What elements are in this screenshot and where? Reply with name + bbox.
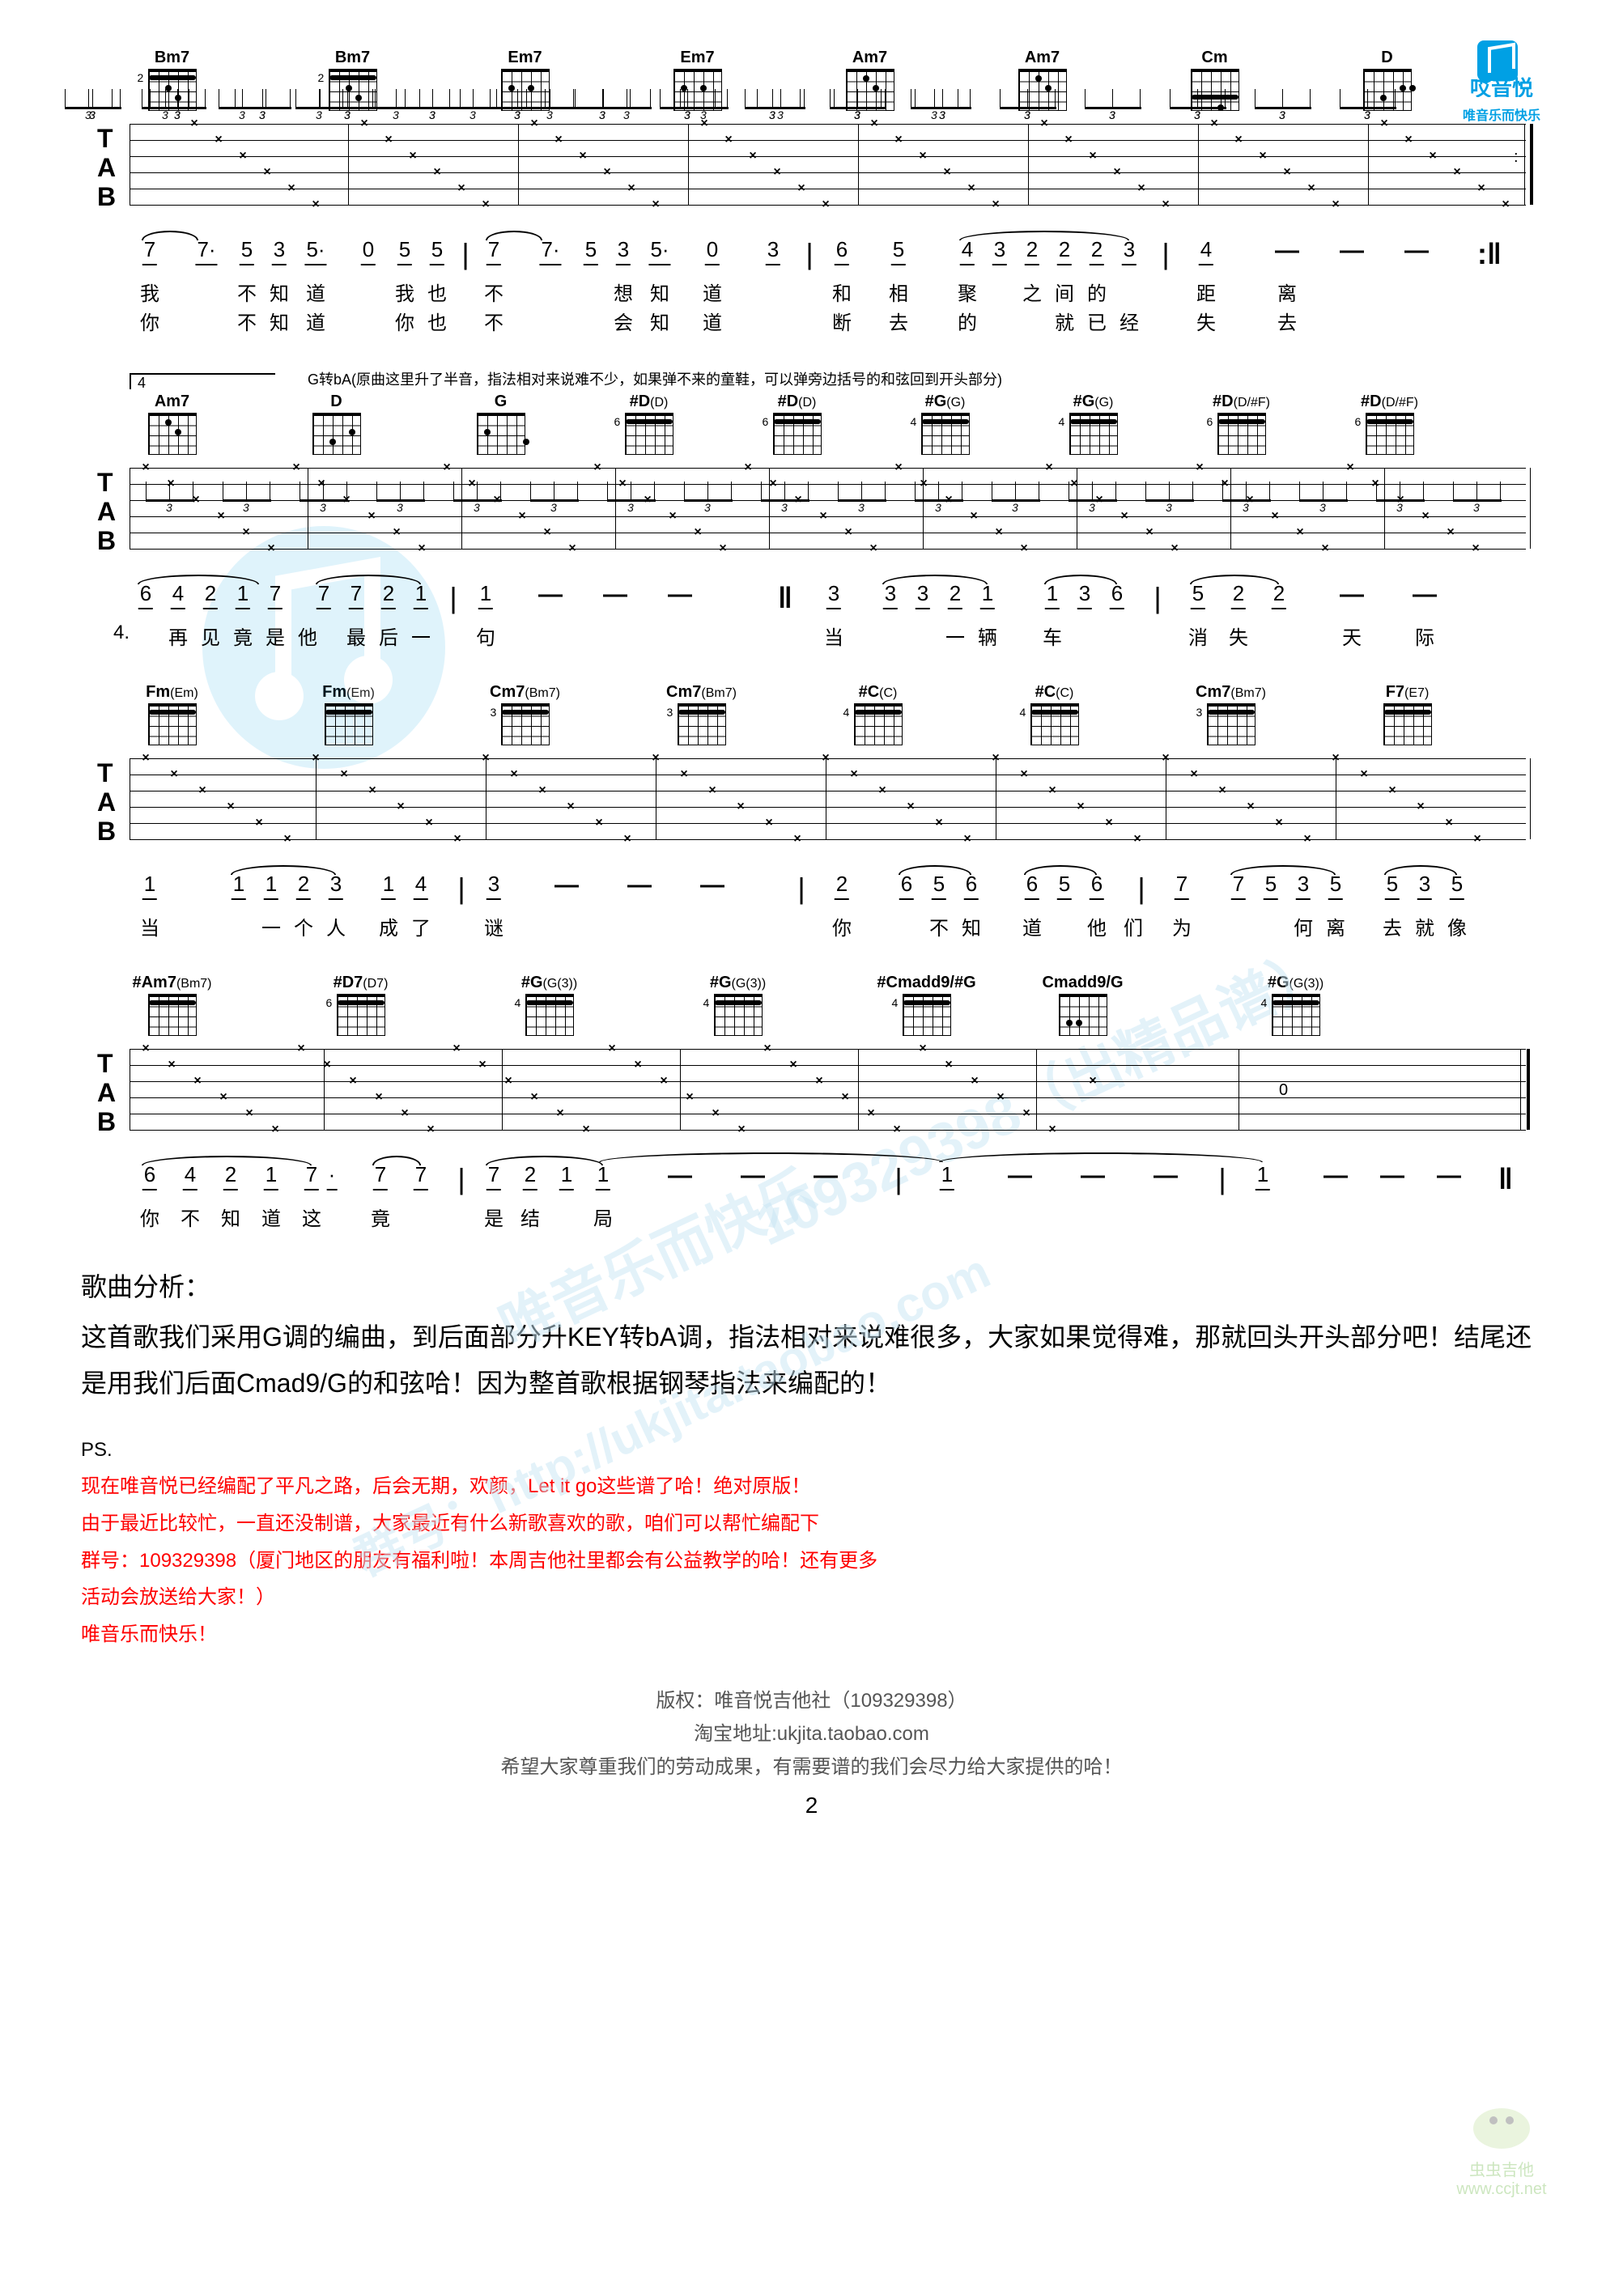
chord-name: Em7 xyxy=(680,49,714,67)
ps-line: 由于最近比较忙，一直还没制谱，大家最近有什么新歌喜欢的歌，咱们可以帮忙编配下 xyxy=(81,1505,1542,1543)
tab-system-2: 4 Am7 D G #D(D)6 #D(D)6 #G(G)4 #G(G)4 #D… xyxy=(81,393,1542,651)
footer: 版权：唯音悦吉他社（109329398） 淘宝地址:ukjita.taobao.… xyxy=(81,1685,1542,1784)
ps-line: 活动会放送给大家！） xyxy=(81,1579,1542,1616)
chord-name: Bm7 xyxy=(155,49,189,67)
chord-name: Am7 xyxy=(1025,49,1060,67)
chord-name: Cm xyxy=(1201,49,1227,67)
ps-label: PS. xyxy=(81,1432,1542,1469)
analysis-title: 歌曲分析： xyxy=(81,1264,1542,1311)
postscript: PS. 现在唯音悦已经编配了平凡之路，后会无期，欢颜，Let it go这些谱了… xyxy=(81,1432,1542,1653)
chord-name: Em7 xyxy=(508,49,542,67)
analysis-body: 这首歌我们采用G调的编曲，到后面部分升KEY转bA调，指法相对来说难很多，大家如… xyxy=(81,1314,1542,1407)
logo-icon: 哎音悦 xyxy=(1453,32,1550,97)
song-analysis: 歌曲分析： 这首歌我们采用G调的编曲，到后面部分升KEY转bA调，指法相对来说难… xyxy=(81,1264,1542,1407)
shop-url: 淘宝地址:ukjita.taobao.com xyxy=(81,1718,1542,1751)
footer-note: 希望大家尊重我们的劳动成果，有需要谱的我们会尽力给大家提供的哈！ xyxy=(81,1751,1542,1785)
ps-line: 群号：109329398（厦门地区的朋友有福利啦！本周吉他社里都会有公益教学的哈… xyxy=(81,1543,1542,1580)
ps-line: 唯音乐而快乐！ xyxy=(81,1616,1542,1653)
volta-bracket: 4 xyxy=(130,373,275,389)
chord-name: Am7 xyxy=(852,49,887,67)
tab-clef: TAB xyxy=(97,124,116,211)
chord-name: D xyxy=(1381,49,1392,67)
copyright: 版权：唯音悦吉他社（109329398） xyxy=(81,1685,1542,1718)
watermark-bottom: 虫虫吉他 www.ccjt.net xyxy=(1429,2104,1574,2199)
tab-system-4: #Am7(Bm7) #D7(D7)6 #G(G(3))4 #G(G(3))4 #… xyxy=(81,974,1542,1232)
key-change-annotation: G转bA(原曲这里升了半音，指法相对来说难不少，如果弹不来的童鞋，可以弹旁边括号… xyxy=(308,368,1542,389)
page-number: 2 xyxy=(81,1793,1542,1819)
ps-line: 现在唯音悦已经编配了平凡之路，后会无期，欢颜，Let it go这些谱了哈！绝对… xyxy=(81,1468,1542,1505)
chord-name: Bm7 xyxy=(335,49,370,67)
